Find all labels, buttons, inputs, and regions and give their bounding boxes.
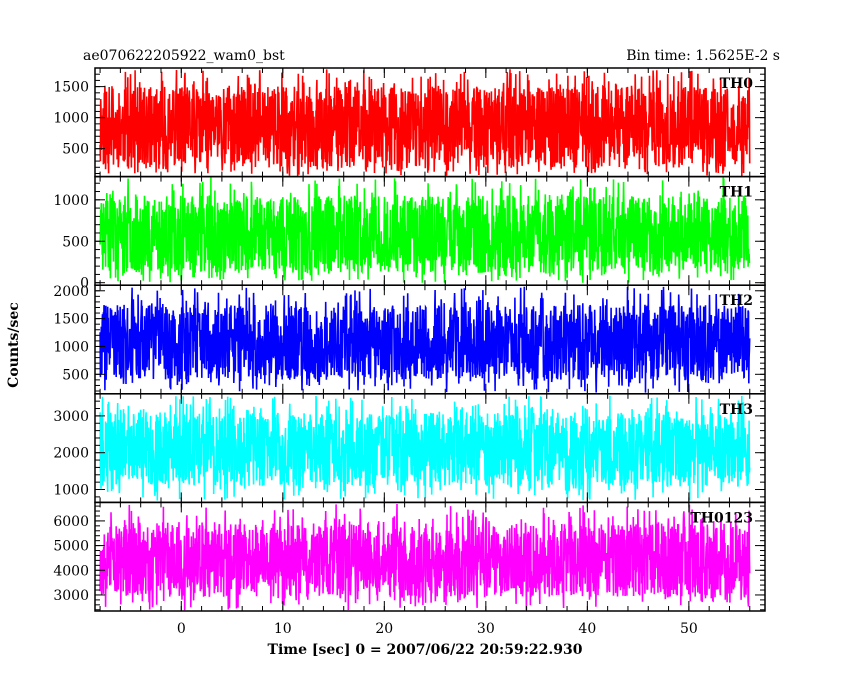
series-th2-line: [99, 286, 751, 393]
source-title: ae070622205922_wam0_bst: [83, 48, 285, 64]
series-th1-line: [99, 177, 751, 283]
y-tick-label: 500: [62, 142, 89, 158]
x-tick-label: 0: [177, 621, 186, 637]
series-label-th0123: TH0123: [690, 510, 753, 526]
y-tick-label: 1000: [53, 483, 89, 499]
series-label-th1: TH1: [720, 185, 753, 201]
y-tick-label: 1000: [53, 193, 89, 209]
y-tick-label: 1000: [53, 339, 89, 355]
y-tick-label: 3000: [53, 409, 89, 425]
series-label-th3: TH3: [720, 402, 753, 418]
y-tick-label: 5000: [53, 539, 89, 555]
series-th3-line: [99, 395, 751, 501]
panel-th3: 1000 2000 3000 TH3: [53, 393, 766, 504]
panel-th0: 500 1000 1500 TH0: [53, 67, 766, 178]
series-th0-line: [99, 69, 751, 177]
y-tick-label: 1000: [53, 111, 89, 127]
series-label-th0: TH0: [720, 76, 754, 92]
bin-time-label: Bin time: 1.5625E-2 s: [626, 48, 780, 64]
y-tick-label: 0: [80, 276, 89, 292]
y-tick-label: 4000: [53, 563, 89, 579]
y-tick-label: 500: [62, 367, 89, 383]
panel-frame: [94, 501, 766, 612]
x-tick-label: 30: [477, 621, 495, 637]
y-tick-label: 3000: [53, 588, 89, 604]
panel-th1: 0 500 1000 TH1: [53, 175, 766, 292]
y-tick-label: 2000: [53, 446, 89, 462]
x-tick-label: 20: [375, 621, 393, 637]
panel-th2: 500 1000 1500 2000 TH2: [53, 284, 766, 395]
y-tick-label: 2000: [53, 284, 89, 300]
y-tick-label: 1500: [53, 312, 89, 328]
x-axis-label: Time [sec] 0 = 2007/06/22 20:59:22.930: [268, 642, 583, 658]
y-tick-label: 6000: [53, 514, 89, 530]
series-th0123-line: [99, 503, 751, 611]
x-tick-label: 50: [680, 621, 698, 637]
y-tick-label: 1500: [53, 80, 89, 96]
series-label-th2: TH2: [720, 293, 753, 309]
x-tick-label: 10: [274, 621, 292, 637]
panel-th0123: 3000 4000 5000 6000 TH0123: [53, 501, 766, 612]
y-tick-label: 500: [62, 234, 89, 250]
y-axis-label: Counts/sec: [6, 302, 22, 388]
x-tick-label: 40: [578, 621, 596, 637]
